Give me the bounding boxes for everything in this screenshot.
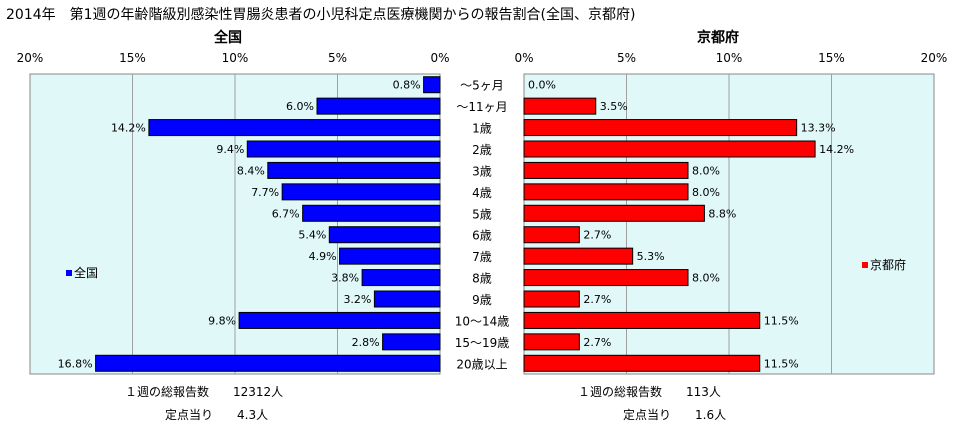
national-value-label: 3.2%: [343, 293, 371, 306]
national-x-tick-label: 5%: [328, 51, 347, 65]
national-legend-label: 全国: [74, 265, 98, 280]
kyoto-bar: [523, 247, 634, 265]
national-bar: [361, 269, 441, 287]
kyoto-bar: [523, 204, 705, 222]
category-label: 10～14歳: [455, 314, 510, 328]
chart-title: 2014年 第1週の年齢階級別感染性胃腸炎患者の小児科定点医療機関からの報告割合…: [6, 7, 636, 23]
kyoto-total-reports: １週の総報告数 113人: [578, 385, 721, 399]
kyoto-value-label: 3.5%: [600, 100, 628, 113]
category-label: 7歳: [472, 250, 492, 264]
kyoto-bar: [523, 119, 798, 137]
kyoto-bar: [523, 333, 580, 351]
kyoto-x-tick-label: 0%: [514, 51, 533, 65]
category-label: 1歳: [472, 122, 492, 136]
category-label: ～5ヶ月: [460, 79, 504, 93]
national-value-label: 6.0%: [286, 100, 314, 113]
kyoto-x-tick-label: 5%: [617, 51, 636, 65]
category-label: 4歳: [472, 186, 492, 200]
kyoto-value-label: 2.7%: [583, 293, 611, 306]
kyoto-value-label: 2.7%: [583, 229, 611, 242]
national-total-reports: １週の総報告数 12312人: [125, 385, 284, 399]
national-value-label: 5.4%: [298, 229, 326, 242]
national-value-label: 2.8%: [352, 336, 380, 349]
category-label: 15～19歳: [455, 336, 510, 350]
national-bar: [246, 140, 441, 158]
kyoto-value-label: 2.7%: [583, 336, 611, 349]
national-x-tick-label: 20%: [17, 51, 44, 65]
national-value-label: 9.8%: [208, 314, 236, 327]
kyoto-per-site: 定点当り 1.6人: [623, 408, 727, 422]
kyoto-value-label: 8.8%: [708, 207, 736, 220]
kyoto-legend-label: 京都府: [870, 257, 906, 272]
national-per-site: 定点当り 4.3人: [165, 408, 269, 422]
national-bar: [373, 290, 441, 308]
category-label: 20歳以上: [456, 357, 507, 371]
national-bar: [302, 204, 441, 222]
kyoto-value-label: 8.0%: [692, 186, 720, 199]
national-value-label: 0.8%: [393, 79, 421, 92]
national-value-label: 4.9%: [309, 250, 337, 263]
kyoto-panel-title: 京都府: [697, 29, 739, 46]
kyoto-value-label: 5.3%: [637, 250, 665, 263]
national-value-label: 7.7%: [251, 186, 279, 199]
national-bar: [316, 97, 441, 115]
category-label: 5歳: [472, 207, 492, 221]
kyoto-x-tick-label: 20%: [921, 51, 948, 65]
kyoto-value-label: 0.0%: [528, 79, 556, 92]
national-x-tick-label: 10%: [222, 51, 249, 65]
kyoto-bar: [523, 140, 816, 158]
national-bar: [281, 183, 441, 201]
national-bar: [328, 226, 441, 244]
national-x-tick-label: 15%: [119, 51, 146, 65]
national-value-label: 3.8%: [331, 272, 359, 285]
national-x-tick-label: 0%: [430, 51, 449, 65]
kyoto-bar: [523, 97, 597, 115]
category-label: 8歳: [472, 272, 492, 286]
national-value-label: 9.4%: [216, 143, 244, 156]
national-bar: [238, 311, 441, 329]
category-label: 2歳: [472, 143, 492, 157]
national-bar: [382, 333, 441, 351]
kyoto-x-tick-label: 10%: [716, 51, 743, 65]
kyoto-value-label: 8.0%: [692, 164, 720, 177]
kyoto-bar: [523, 183, 689, 201]
national-value-label: 16.8%: [58, 357, 93, 370]
national-bar: [339, 247, 441, 265]
kyoto-bar: [523, 311, 761, 329]
kyoto-x-tick-label: 15%: [818, 51, 845, 65]
national-legend-swatch: [66, 270, 72, 276]
kyoto-value-label: 13.3%: [801, 122, 836, 135]
national-bar: [423, 76, 441, 94]
national-panel-title: 全国: [213, 29, 242, 46]
kyoto-bar: [523, 290, 580, 308]
category-label: ～11ヶ月: [456, 100, 507, 114]
national-bar: [267, 161, 441, 179]
kyoto-bar: [523, 161, 689, 179]
national-value-label: 6.7%: [272, 207, 300, 220]
kyoto-value-label: 11.5%: [764, 357, 799, 370]
kyoto-value-label: 14.2%: [819, 143, 854, 156]
national-value-label: 8.4%: [237, 164, 265, 177]
category-label: 3歳: [472, 164, 492, 178]
national-bar: [95, 354, 441, 372]
kyoto-legend-swatch: [862, 262, 868, 268]
kyoto-bar: [523, 269, 689, 287]
national-bar: [148, 119, 441, 137]
kyoto-bar: [523, 354, 761, 372]
category-label: 9歳: [472, 293, 492, 307]
category-label: 6歳: [472, 229, 492, 243]
kyoto-value-label: 8.0%: [692, 272, 720, 285]
national-value-label: 14.2%: [111, 122, 146, 135]
kyoto-value-label: 11.5%: [764, 314, 799, 327]
kyoto-bar: [523, 226, 580, 244]
